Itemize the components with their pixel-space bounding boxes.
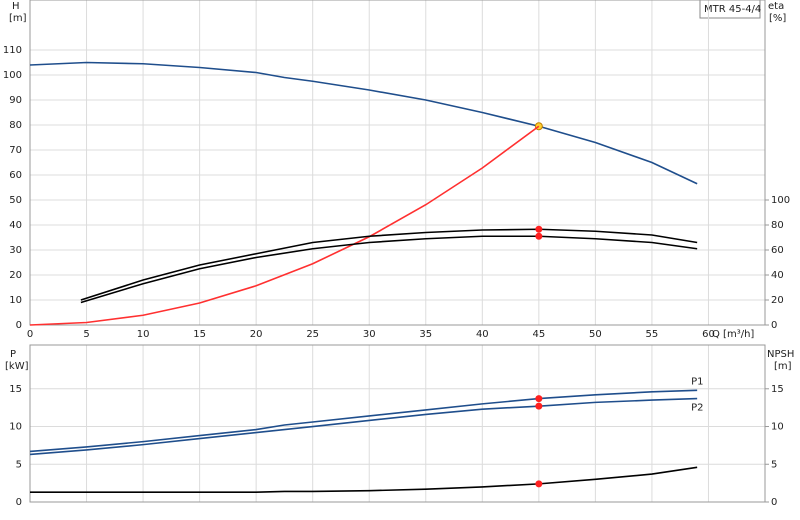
y-tick-label: 90	[9, 95, 22, 106]
plot-frame	[29, 344, 766, 503]
y-tick-label: 70	[9, 145, 22, 156]
x-tick-label: 0	[27, 329, 33, 340]
y-tick-label: 0	[16, 320, 22, 331]
series-label: P2	[691, 403, 703, 414]
plot-frame	[29, 0, 766, 326]
y2-tick-label: 100	[771, 195, 790, 206]
x-tick-label: 50	[589, 329, 602, 340]
y2-axis-unit: [m]	[774, 361, 792, 372]
y2-axis-unit: [%]	[769, 13, 786, 24]
operating-point	[535, 232, 543, 240]
y-axis-label: P	[10, 349, 16, 360]
y2-tick-label: 0	[771, 320, 777, 331]
y2-tick-label: 60	[771, 245, 784, 256]
y2-tick-label: 5	[771, 459, 777, 470]
curve	[80, 235, 698, 304]
y-axis-unit: [m]	[9, 13, 27, 24]
y-tick-label: 0	[16, 497, 22, 508]
y-tick-label: 10	[9, 295, 22, 306]
x-tick-label: 30	[363, 329, 376, 340]
x-tick-label: 35	[419, 329, 432, 340]
y-tick-label: 5	[16, 459, 22, 470]
title-box	[699, 0, 761, 19]
y2-axis-label: eta	[768, 1, 784, 12]
x-tick-label: 25	[306, 329, 319, 340]
curve	[30, 466, 698, 493]
curve	[29, 61, 698, 185]
x-tick-label: 10	[137, 329, 150, 340]
y-tick-label: 60	[9, 170, 22, 181]
y-tick-label: 110	[3, 45, 22, 56]
operating-point	[535, 402, 543, 410]
y-tick-label: 20	[9, 270, 22, 281]
operating-point	[535, 395, 543, 403]
x-axis-label: Q [m³/h]	[712, 329, 754, 340]
y2-tick-label: 40	[771, 270, 784, 281]
curve	[80, 228, 698, 301]
operating-point	[535, 225, 543, 233]
x-tick-label: 55	[646, 329, 659, 340]
x-tick-label: 45	[532, 329, 545, 340]
x-tick-label: 15	[193, 329, 206, 340]
curve	[29, 125, 540, 326]
series-label: P1	[691, 376, 703, 387]
y2-tick-label: 15	[771, 384, 784, 395]
y2-axis-label: NPSH	[767, 349, 794, 360]
y-tick-label: 15	[9, 384, 22, 395]
x-tick-label: 20	[250, 329, 263, 340]
y-tick-label: 10	[9, 422, 22, 433]
chart-title: MTR 45-4/4	[704, 4, 761, 15]
curve	[29, 389, 698, 453]
y2-tick-label: 80	[771, 220, 784, 231]
operating-point	[535, 480, 543, 488]
y-tick-label: 100	[3, 70, 22, 81]
y-tick-label: 80	[9, 120, 22, 131]
y-axis-unit: [kW]	[5, 361, 29, 372]
y-tick-label: 30	[9, 245, 22, 256]
y-axis-label: H	[12, 1, 20, 12]
y-tick-label: 40	[9, 220, 22, 231]
curve	[29, 397, 698, 456]
y2-tick-label: 20	[771, 295, 784, 306]
x-tick-label: 5	[83, 329, 89, 340]
y-tick-label: 50	[9, 195, 22, 206]
y2-tick-label: 10	[771, 422, 784, 433]
x-tick-label: 60	[702, 329, 715, 340]
x-tick-label: 40	[476, 329, 489, 340]
y2-tick-label: 0	[771, 497, 777, 508]
